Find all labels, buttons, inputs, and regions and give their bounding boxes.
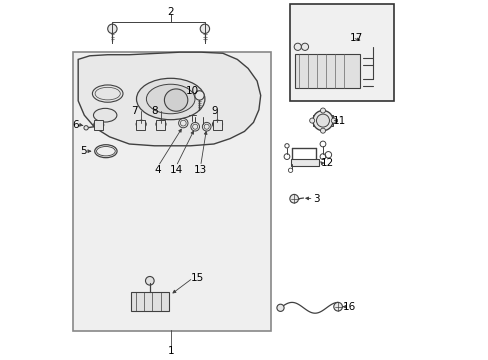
Circle shape [289,194,298,203]
Circle shape [312,111,332,131]
Bar [156,120,165,130]
Circle shape [301,43,308,50]
Text: 16: 16 [342,302,356,312]
Bar [136,120,145,130]
Circle shape [320,108,325,113]
Text: 10: 10 [185,86,199,96]
Circle shape [330,118,336,123]
Ellipse shape [156,120,166,128]
Bar [73,52,271,331]
Text: 5: 5 [80,146,86,156]
Circle shape [84,126,88,130]
Text: 8: 8 [151,105,158,116]
Circle shape [333,302,342,311]
Bar [94,120,103,130]
Bar [290,159,318,166]
Text: 2: 2 [167,6,174,17]
Ellipse shape [92,85,123,102]
Ellipse shape [136,78,204,120]
Circle shape [309,118,314,123]
Circle shape [200,24,209,33]
Bar [289,4,393,101]
Circle shape [145,276,154,285]
Text: 17: 17 [349,33,362,43]
Ellipse shape [93,108,117,122]
Text: 11: 11 [333,116,346,126]
Bar [294,54,359,88]
Text: 3: 3 [312,194,319,204]
Ellipse shape [94,121,103,129]
Text: 1: 1 [167,346,174,356]
Circle shape [107,24,117,33]
Text: 14: 14 [169,165,183,175]
Ellipse shape [164,89,187,111]
Circle shape [316,114,329,127]
Polygon shape [78,52,260,146]
Text: 9: 9 [210,105,217,116]
Circle shape [294,43,301,50]
Text: 13: 13 [194,165,207,175]
Circle shape [194,91,204,100]
Bar [212,120,222,130]
Ellipse shape [212,120,222,128]
Text: 15: 15 [190,273,203,283]
Ellipse shape [136,120,146,128]
Ellipse shape [146,84,195,114]
Bar [131,292,168,311]
Text: 12: 12 [320,158,333,168]
Bar [312,115,332,126]
Circle shape [320,128,325,133]
Text: 7: 7 [131,105,138,116]
Text: 4: 4 [155,165,161,175]
Circle shape [276,304,284,311]
Text: 6: 6 [72,120,79,130]
